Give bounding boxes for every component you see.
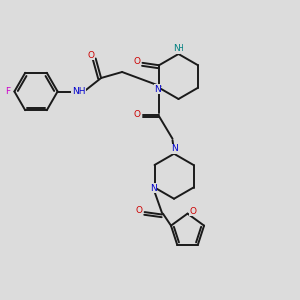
Text: O: O: [189, 207, 197, 216]
Text: O: O: [134, 110, 141, 119]
Text: F: F: [5, 87, 10, 96]
Text: N: N: [150, 184, 156, 193]
Text: O: O: [136, 206, 143, 215]
Text: O: O: [134, 57, 141, 66]
Text: O: O: [88, 51, 95, 60]
Text: NH: NH: [72, 87, 86, 96]
Text: N: N: [171, 144, 178, 153]
Text: N: N: [154, 85, 161, 94]
Text: N: N: [173, 44, 179, 53]
Text: H: H: [177, 44, 183, 53]
